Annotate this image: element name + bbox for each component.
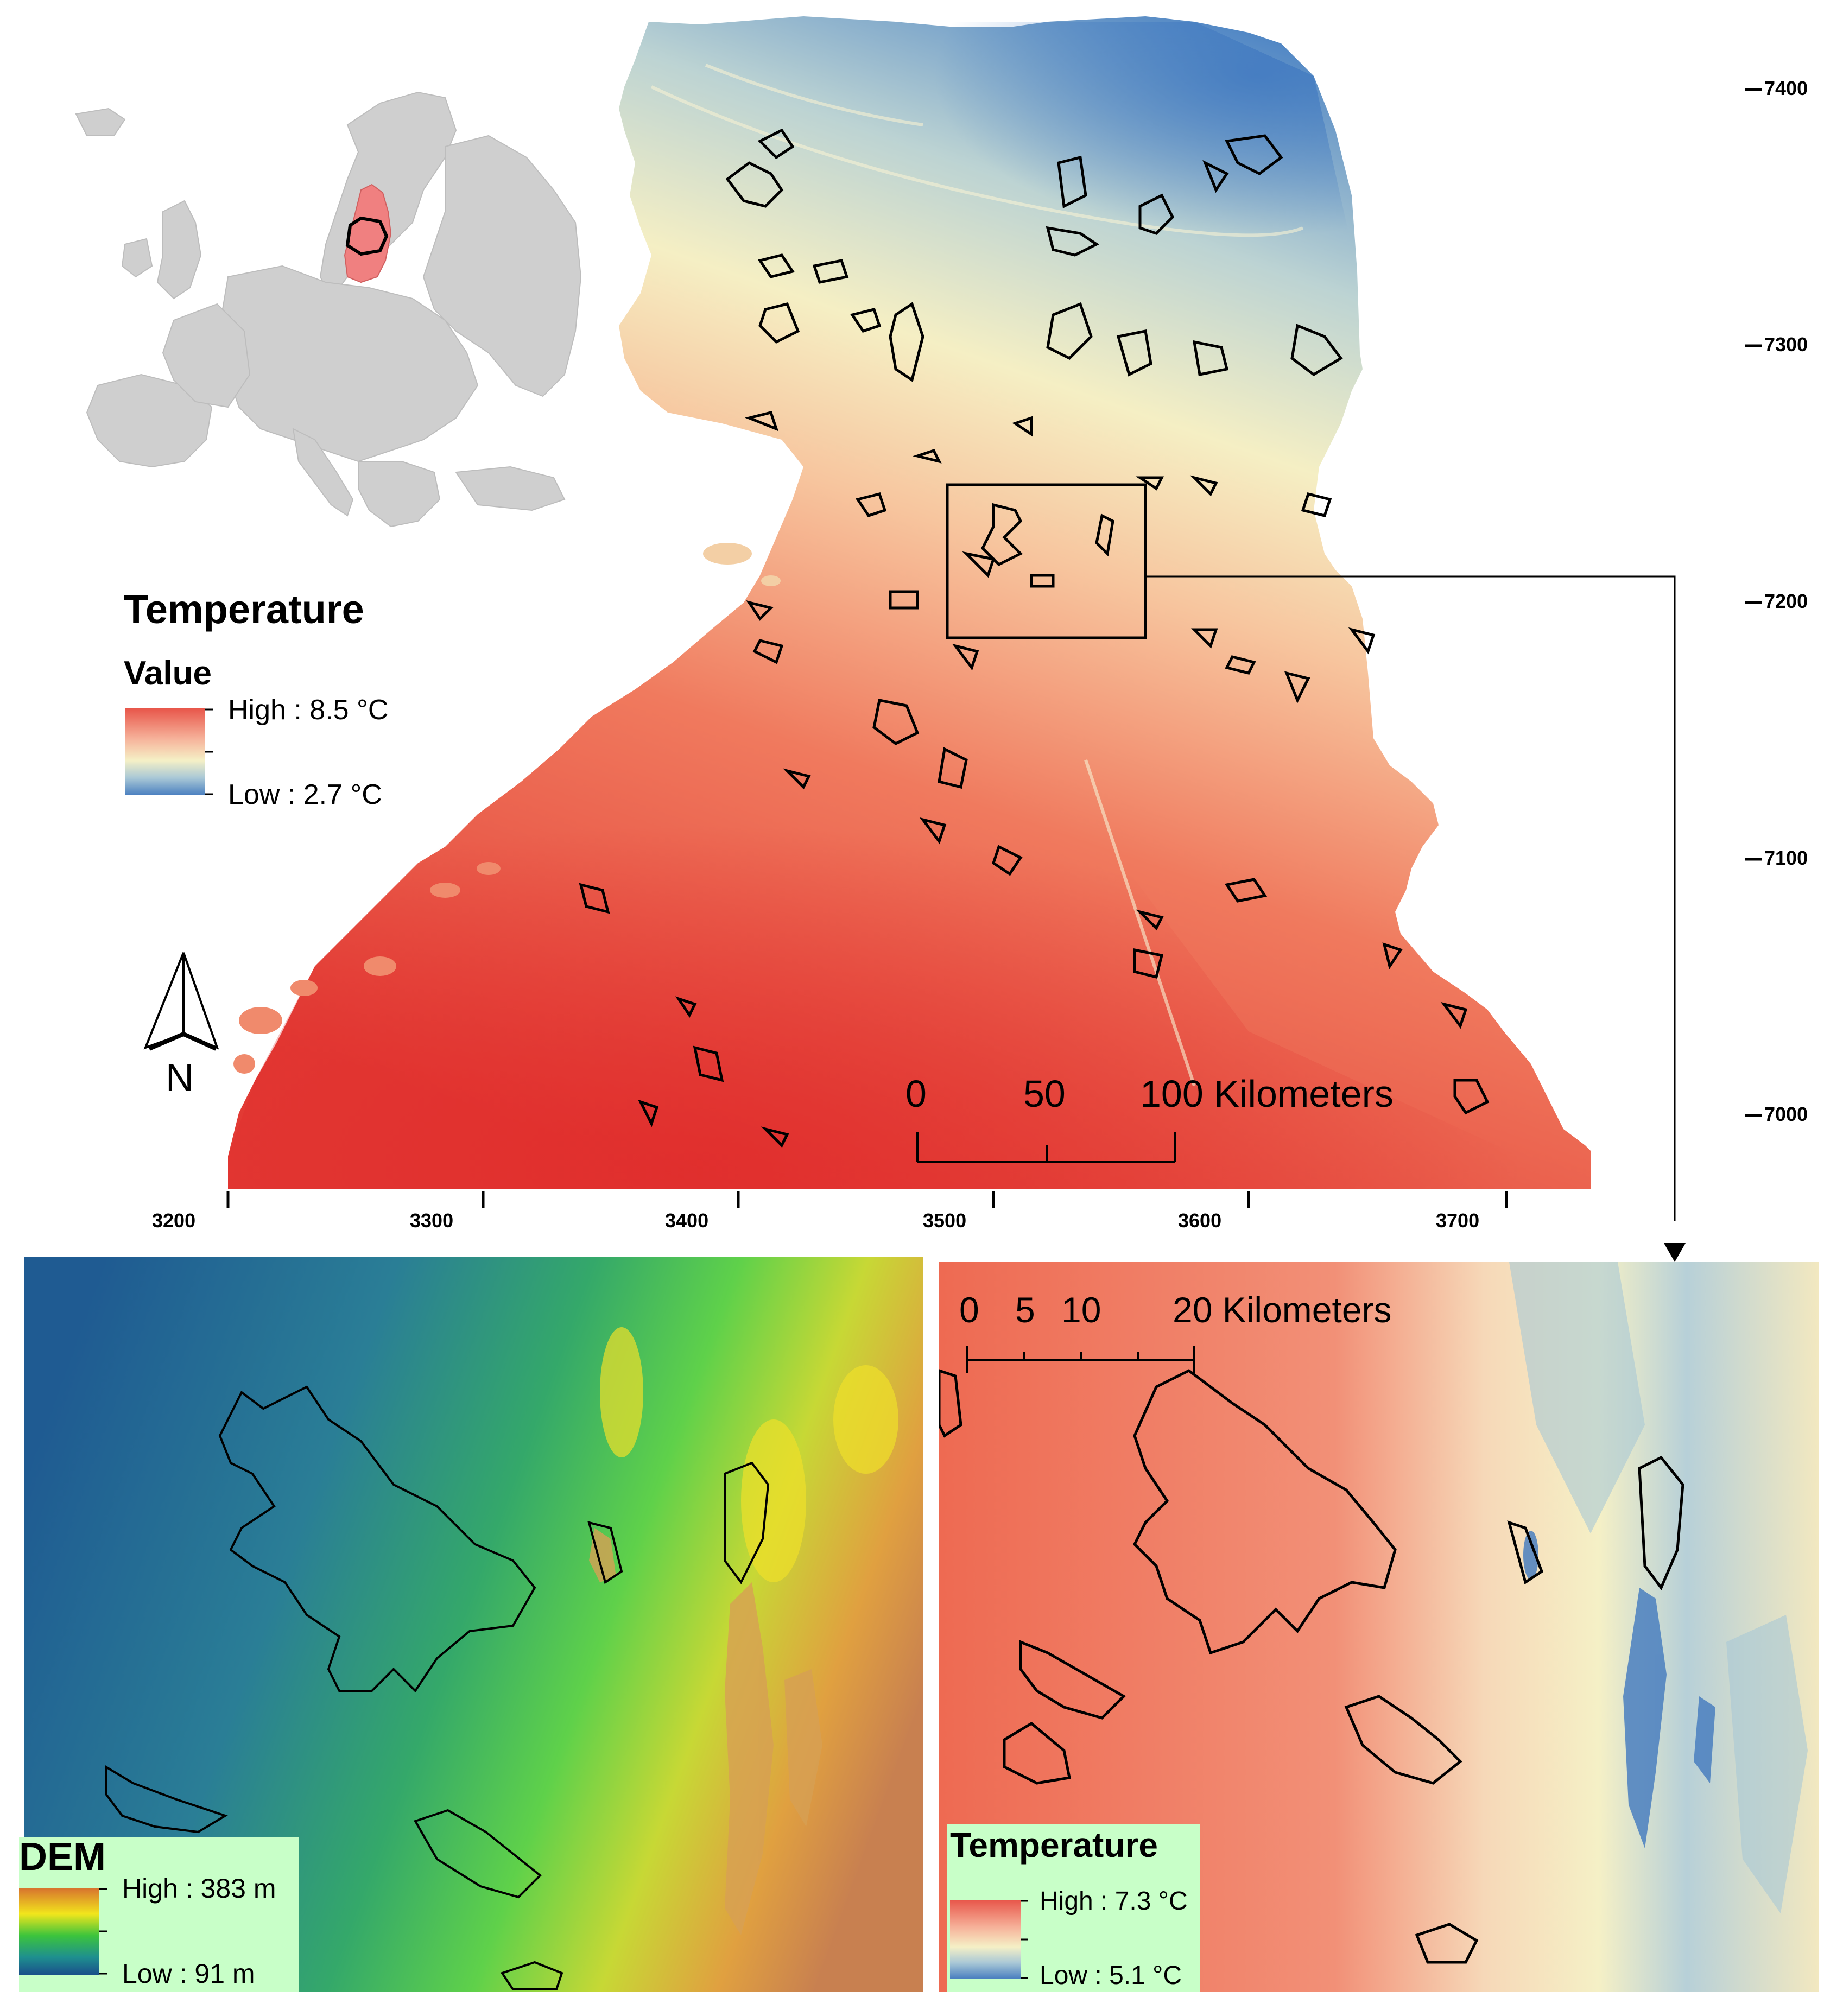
protected-area-outlines <box>579 128 1490 1148</box>
detail-legend-title: Temperature <box>950 1825 1158 1865</box>
y-tick-7100: 7100 <box>1764 847 1808 869</box>
x-tick-3500: 3500 <box>923 1209 967 1232</box>
x-tick-3200: 3200 <box>152 1209 196 1232</box>
detail-legend-high: High : 7.3 °C <box>1040 1887 1188 1916</box>
main-legend-high: High : 8.5 °C <box>228 694 389 726</box>
inset-connector-line <box>1145 575 1676 1221</box>
y-tick-7300: 7300 <box>1764 333 1808 356</box>
main-scale-label-0: 0 <box>905 1073 927 1115</box>
connector-arrowhead-icon <box>1664 1243 1686 1262</box>
north-arrow-icon <box>143 952 219 1051</box>
north-label: N <box>166 1056 194 1100</box>
detail-legend-low: Low : 5.1 °C <box>1040 1961 1182 1990</box>
y-tick-7200: 7200 <box>1764 590 1808 612</box>
x-tick-3600: 3600 <box>1178 1209 1222 1232</box>
detail-legend-colorbar <box>950 1900 1021 1979</box>
dem-legend-colorbar <box>19 1888 99 1975</box>
main-legend-low: Low : 2.7 °C <box>228 779 382 810</box>
main-legend-subtitle: Value <box>124 655 212 692</box>
x-tick-3700: 3700 <box>1436 1209 1480 1232</box>
dem-protected-areas <box>83 1385 770 1990</box>
europe-inset-map <box>75 91 582 528</box>
main-temperature-map <box>143 16 1762 1221</box>
x-tick-3300: 3300 <box>410 1209 454 1232</box>
y-tick-7000: 7000 <box>1764 1103 1808 1125</box>
main-scale-label-100: 100 Kilometers <box>1140 1073 1394 1115</box>
temp-detail-protected-areas <box>939 1369 1684 1964</box>
main-scale-bar <box>916 1132 1176 1163</box>
detail-scale-label-10: 10 <box>1061 1290 1101 1330</box>
inset-extent-box <box>946 483 1147 639</box>
detail-scale-label-20: 20 Kilometers <box>1173 1290 1392 1330</box>
detail-scale-label-5: 5 <box>1015 1290 1035 1330</box>
main-scale-label-50: 50 <box>1023 1073 1066 1115</box>
y-tick-7400: 7400 <box>1764 77 1808 99</box>
dem-legend-low: Low : 91 m <box>122 1958 255 1989</box>
dem-legend-title: DEM <box>19 1835 106 1879</box>
x-tick-3400: 3400 <box>665 1209 709 1232</box>
dem-legend-high: High : 383 m <box>122 1873 276 1904</box>
main-legend-colorbar <box>125 708 205 795</box>
study-area-outline <box>345 216 389 256</box>
detail-scale-bar <box>966 1346 1195 1373</box>
main-legend-title: Temperature <box>124 587 364 632</box>
detail-scale-label-0: 0 <box>959 1290 979 1330</box>
